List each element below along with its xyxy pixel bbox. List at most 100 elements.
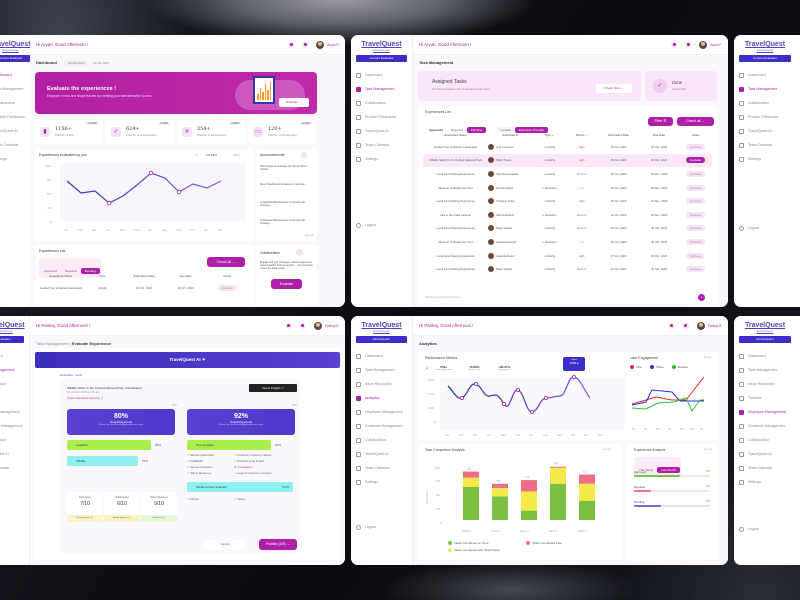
- tab-extension-provider[interactable]: Extension Provider: [515, 127, 549, 133]
- sidebar-item-settings[interactable]: Settings: [734, 475, 800, 489]
- avatar[interactable]: [313, 321, 322, 330]
- evaluate-button[interactable]: Evaluate: [686, 252, 706, 259]
- sidebar-item-employee-management[interactable]: Employee Management: [351, 405, 412, 419]
- prev-page-icon[interactable]: ‹: [694, 295, 695, 300]
- tab-approved[interactable]: Approved: [44, 269, 57, 273]
- next-page-icon[interactable]: ›: [708, 295, 709, 300]
- sidebar-item-tutorials[interactable]: Tutorials: [734, 391, 800, 405]
- filter-button[interactable]: Filter ☰: [648, 117, 673, 126]
- sidebar-item-task-management[interactable]: Task Management: [351, 82, 412, 96]
- announcement-item[interactable]: Scheduled Maintenance: AI service will u…: [260, 201, 305, 208]
- sidebar-item-calendar[interactable]: Team Calendar: [734, 138, 800, 152]
- role-badge[interactable]: Content Evaluator: [739, 55, 791, 62]
- message-icon[interactable]: [302, 41, 309, 48]
- table-row[interactable]: Guided Tour of Historic Landmarks Ana Cum…: [423, 140, 712, 154]
- check-all-button[interactable]: Check all →: [207, 257, 245, 267]
- logout-button[interactable]: Logout: [734, 522, 800, 536]
- notification-icon[interactable]: [285, 322, 292, 329]
- ai-insights-button[interactable]: Get AI Insights ↗: [249, 384, 297, 392]
- publish-button[interactable]: Publish (3/3) →: [259, 539, 297, 550]
- sidebar-item-feedbacks[interactable]: Provide Feedbacks: [0, 115, 25, 119]
- logout-button[interactable]: Logout: [351, 218, 412, 232]
- table-row[interactable]: Museum of Modern Art Tour Sheetal Dwivedi…: [423, 235, 712, 249]
- role-badge[interactable]: Content Evaluator: [0, 55, 36, 62]
- message-icon[interactable]: [685, 41, 692, 48]
- tab-familiar[interactable]: Familiar: [496, 127, 515, 133]
- sidebar-item-employee-management[interactable]: Employee Management: [734, 405, 800, 419]
- tab-this-week[interactable]: This Week: [639, 468, 654, 472]
- sidebar-item-task-management[interactable]: Task Management: [734, 363, 800, 377]
- sidebar-item-guidance-management[interactable]: Guidance Management: [351, 419, 412, 433]
- tab-approved[interactable]: Approved: [429, 128, 444, 132]
- tab-pending[interactable]: Pending: [80, 268, 100, 274]
- sidebar-item-ai[interactable]: TravelQuest AI: [351, 447, 412, 461]
- sidebar-item-ai[interactable]: TravelQuest AI: [734, 124, 800, 138]
- table-row[interactable]: Local Food Tasting Experience Siya Ramana…: [423, 167, 712, 181]
- sidebar-item-collaboration[interactable]: Collaboration: [734, 433, 800, 447]
- check-response-link[interactable]: Check submitted response ↗: [67, 396, 104, 400]
- sidebar-item-feedbacks[interactable]: Provide Feedbacks: [351, 110, 412, 124]
- sidebar-item[interactable]: TravelQuest AI: [0, 452, 9, 456]
- evaluate-button[interactable]: Evaluate: [686, 157, 706, 164]
- sidebar-item-issue-resolution[interactable]: Issue Resolution: [734, 377, 800, 391]
- sidebar-item-settings[interactable]: Settings: [0, 157, 7, 161]
- role-badge[interactable]: Evaluator: [0, 336, 24, 343]
- evaluate-button[interactable]: Evaluate: [686, 266, 706, 273]
- collab-evaluate-button[interactable]: Evaluate: [271, 279, 302, 289]
- sidebar-item-dashboard[interactable]: Dashboard: [0, 73, 12, 77]
- user-menu[interactable]: Aryan P.: [710, 42, 722, 47]
- evaluate-button[interactable]: Evaluate: [686, 238, 706, 245]
- sidebar-item-dashboard[interactable]: Dashboard: [734, 349, 800, 363]
- page-button[interactable]: 1: [698, 294, 705, 301]
- evaluate-button[interactable]: Evaluate: [686, 198, 706, 205]
- sidebar-item-task-management[interactable]: Task Management: [0, 368, 15, 372]
- table-row[interactable]: Local Food Tasting Experience Cristiano T…: [423, 194, 712, 208]
- table-row[interactable]: Wildlife Safari in Jim Corbett National …: [423, 153, 712, 168]
- table-row[interactable]: Museum of Modern Art Tour Emrah Knight ∿ A…: [423, 181, 712, 195]
- sidebar-item-collaboration[interactable]: Collaboration: [734, 96, 800, 110]
- sidebar-item-calendar[interactable]: Team Calendar: [734, 461, 800, 475]
- sidebar-item[interactable]: Collaboration: [0, 438, 7, 442]
- check-all-button[interactable]: Check all →: [677, 117, 714, 126]
- cancel-button[interactable]: Cancel: [205, 540, 245, 549]
- evaluate-button[interactable]: Evaluate: [686, 170, 706, 177]
- logout-button[interactable]: Logout: [351, 520, 412, 534]
- message-icon[interactable]: [682, 322, 689, 329]
- evaluate-button[interactable]: Evaluate: [686, 225, 706, 232]
- sidebar-item[interactable]: Dashboard: [0, 354, 3, 358]
- sidebar-item-calendar[interactable]: Team Calendar: [0, 143, 19, 147]
- sidebar-item-settings[interactable]: Settings: [351, 152, 412, 166]
- role-badge[interactable]: Content Evaluator: [356, 55, 407, 62]
- sidebar-item-settings[interactable]: Settings: [734, 152, 800, 166]
- tab-rejected[interactable]: Rejected: [64, 269, 77, 273]
- tab-rejected[interactable]: Rejected: [451, 128, 463, 132]
- sidebar-item-task-management[interactable]: Task Management: [351, 363, 412, 377]
- sidebar-item[interactable]: Team Calendar: [0, 466, 10, 470]
- role-badge[interactable]: Administrator: [739, 336, 791, 343]
- evaluate-button[interactable]: Evaluate: [686, 143, 706, 150]
- notification-icon[interactable]: [671, 41, 678, 48]
- sidebar-item[interactable]: Collaboration: [0, 382, 7, 386]
- table-row[interactable]: Guided Tour of Historic Landmarks Activit…: [40, 281, 248, 295]
- sidebar-item-settings[interactable]: Settings: [351, 475, 412, 489]
- evaluate-button[interactable]: Evaluate →: [279, 98, 309, 107]
- sidebar-item-task-management[interactable]: Task Management: [0, 87, 24, 91]
- announcement-item[interactable]: Don't forget to evaluate the 'Scenic Riv…: [260, 165, 307, 172]
- table-row[interactable]: Local Food Tasting Experience Aqsa Rahman…: [423, 249, 712, 263]
- sidebar-item-calendar[interactable]: Team Calendar: [351, 138, 412, 152]
- sidebar-item-collaboration[interactable]: Collaboration: [351, 433, 412, 447]
- tab-pending[interactable]: Pending: [466, 127, 486, 133]
- sidebar-item-ai[interactable]: TravelQuest AI: [351, 124, 412, 138]
- engagement-filter[interactable]: Weekly ⌄: [703, 356, 714, 359]
- tab-last-month[interactable]: Last Month: [657, 467, 680, 473]
- year-filter[interactable]: 2024 ⌄: [233, 153, 244, 157]
- sidebar-item-collaboration[interactable]: Collaboration: [351, 96, 412, 110]
- table-row[interactable]: Visit to the Inlaid Lacquer Alia Ferdinan…: [423, 208, 712, 222]
- sidebar-item-dashboard[interactable]: Dashboard: [351, 349, 412, 363]
- user-menu[interactable]: Aryan P.: [327, 42, 339, 47]
- sidebar-item[interactable]: Tutors: [0, 391, 29, 405]
- table-row[interactable]: Local Food Tasting Experience Maya Hegde ∿…: [423, 222, 712, 236]
- view-all-link[interactable]: View all: [304, 234, 313, 237]
- sidebar-item-feedbacks[interactable]: Provide Feedbacks: [734, 110, 800, 124]
- announcement-item[interactable]: New TravelQuest AI feature is now live..…: [260, 183, 307, 186]
